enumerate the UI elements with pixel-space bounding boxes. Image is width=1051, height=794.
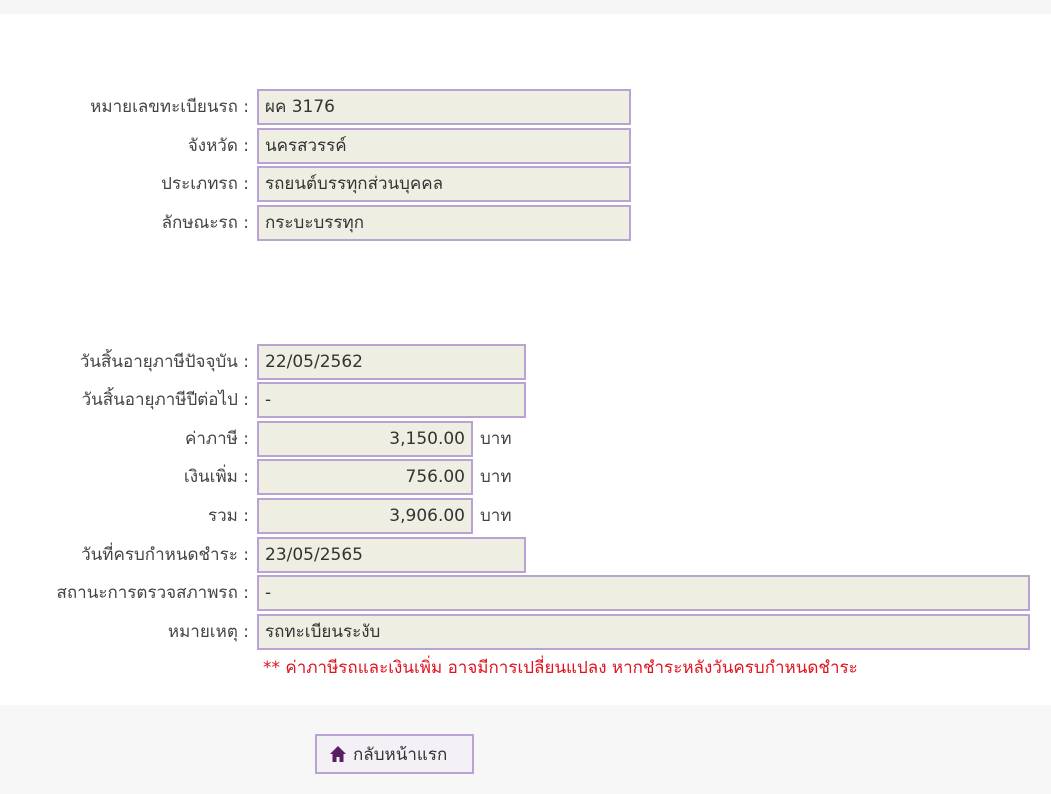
label-due-date: วันที่ครบกำหนดชำระ :: [81, 545, 249, 565]
next-expiry-field[interactable]: -: [257, 382, 526, 418]
label-plate-number: หมายเลขทะเบียนรถ :: [90, 97, 249, 117]
home-button-label: กลับหน้าแรก: [353, 744, 448, 765]
warning-note: ** ค่าภาษีรถและเงินเพิ่ม อาจมีการเปลี่ยน…: [263, 658, 858, 678]
remark-field[interactable]: รถทะเบียนระงับ: [257, 614, 1030, 650]
label-inspection-status: สถานะการตรวจสภาพรถ :: [56, 583, 249, 603]
row-due-date: วันที่ครบกำหนดชำระ : 23/05/2565: [0, 537, 1051, 573]
row-plate-number: หมายเลขทะเบียนรถ : ผค 3176: [0, 89, 1051, 125]
due-date-field[interactable]: 23/05/2565: [257, 537, 526, 573]
inspection-status-field[interactable]: -: [257, 575, 1030, 611]
tax-amount-unit: บาท: [480, 429, 512, 449]
label-vehicle-style: ลักษณะรถ :: [161, 213, 249, 233]
province-field[interactable]: นครสวรรค์: [257, 128, 631, 164]
surcharge-field[interactable]: 756.00: [257, 459, 473, 495]
surcharge-unit: บาท: [480, 467, 512, 487]
row-vehicle-style: ลักษณะรถ : กระบะบรรทุก: [0, 205, 1051, 241]
home-icon: [330, 746, 346, 762]
label-current-expiry: วันสิ้นอายุภาษีปัจจุบัน :: [79, 352, 249, 372]
top-bar: [0, 0, 1051, 14]
label-province: จังหวัด :: [187, 136, 249, 156]
row-vehicle-type: ประเภทรถ : รถยนต์บรรทุกส่วนบุคคล: [0, 166, 1051, 202]
row-remark: หมายเหตุ : รถทะเบียนระงับ: [0, 614, 1051, 650]
row-next-expiry: วันสิ้นอายุภาษีปีต่อไป : -: [0, 382, 1051, 418]
current-expiry-field[interactable]: 22/05/2562: [257, 344, 526, 380]
label-remark: หมายเหตุ :: [167, 622, 249, 642]
row-surcharge: เงินเพิ่ม : 756.00 บาท: [0, 459, 1051, 495]
row-current-expiry: วันสิ้นอายุภาษีปัจจุบัน : 22/05/2562: [0, 344, 1051, 380]
row-tax-amount: ค่าภาษี : 3,150.00 บาท: [0, 421, 1051, 457]
row-province: จังหวัด : นครสวรรค์: [0, 128, 1051, 164]
footer: [0, 705, 1051, 794]
label-surcharge: เงินเพิ่ม :: [183, 467, 249, 487]
tax-amount-field[interactable]: 3,150.00: [257, 421, 473, 457]
vehicle-type-field[interactable]: รถยนต์บรรทุกส่วนบุคคล: [257, 166, 631, 202]
plate-number-field[interactable]: ผค 3176: [257, 89, 631, 125]
total-unit: บาท: [480, 506, 512, 526]
label-vehicle-type: ประเภทรถ :: [161, 174, 249, 194]
label-next-expiry: วันสิ้นอายุภาษีปีต่อไป :: [81, 390, 249, 410]
row-total: รวม : 3,906.00 บาท: [0, 498, 1051, 534]
home-button[interactable]: กลับหน้าแรก: [315, 734, 474, 774]
vehicle-style-field[interactable]: กระบะบรรทุก: [257, 205, 631, 241]
row-inspection-status: สถานะการตรวจสภาพรถ : -: [0, 575, 1051, 611]
label-tax-amount: ค่าภาษี :: [184, 429, 249, 449]
total-field[interactable]: 3,906.00: [257, 498, 473, 534]
label-total: รวม :: [207, 506, 249, 526]
